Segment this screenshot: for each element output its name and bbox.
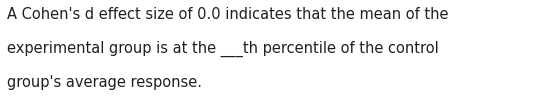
Text: A Cohen's d effect size of 0.0 indicates that the mean of the: A Cohen's d effect size of 0.0 indicates… (7, 7, 448, 22)
Text: group's average response.: group's average response. (7, 75, 201, 90)
Text: experimental group is at the ___th percentile of the control: experimental group is at the ___th perce… (7, 41, 439, 57)
